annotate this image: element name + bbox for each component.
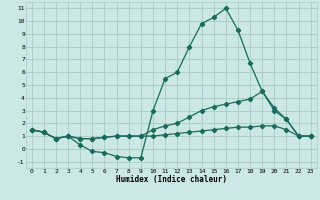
X-axis label: Humidex (Indice chaleur): Humidex (Indice chaleur) [116, 175, 227, 184]
